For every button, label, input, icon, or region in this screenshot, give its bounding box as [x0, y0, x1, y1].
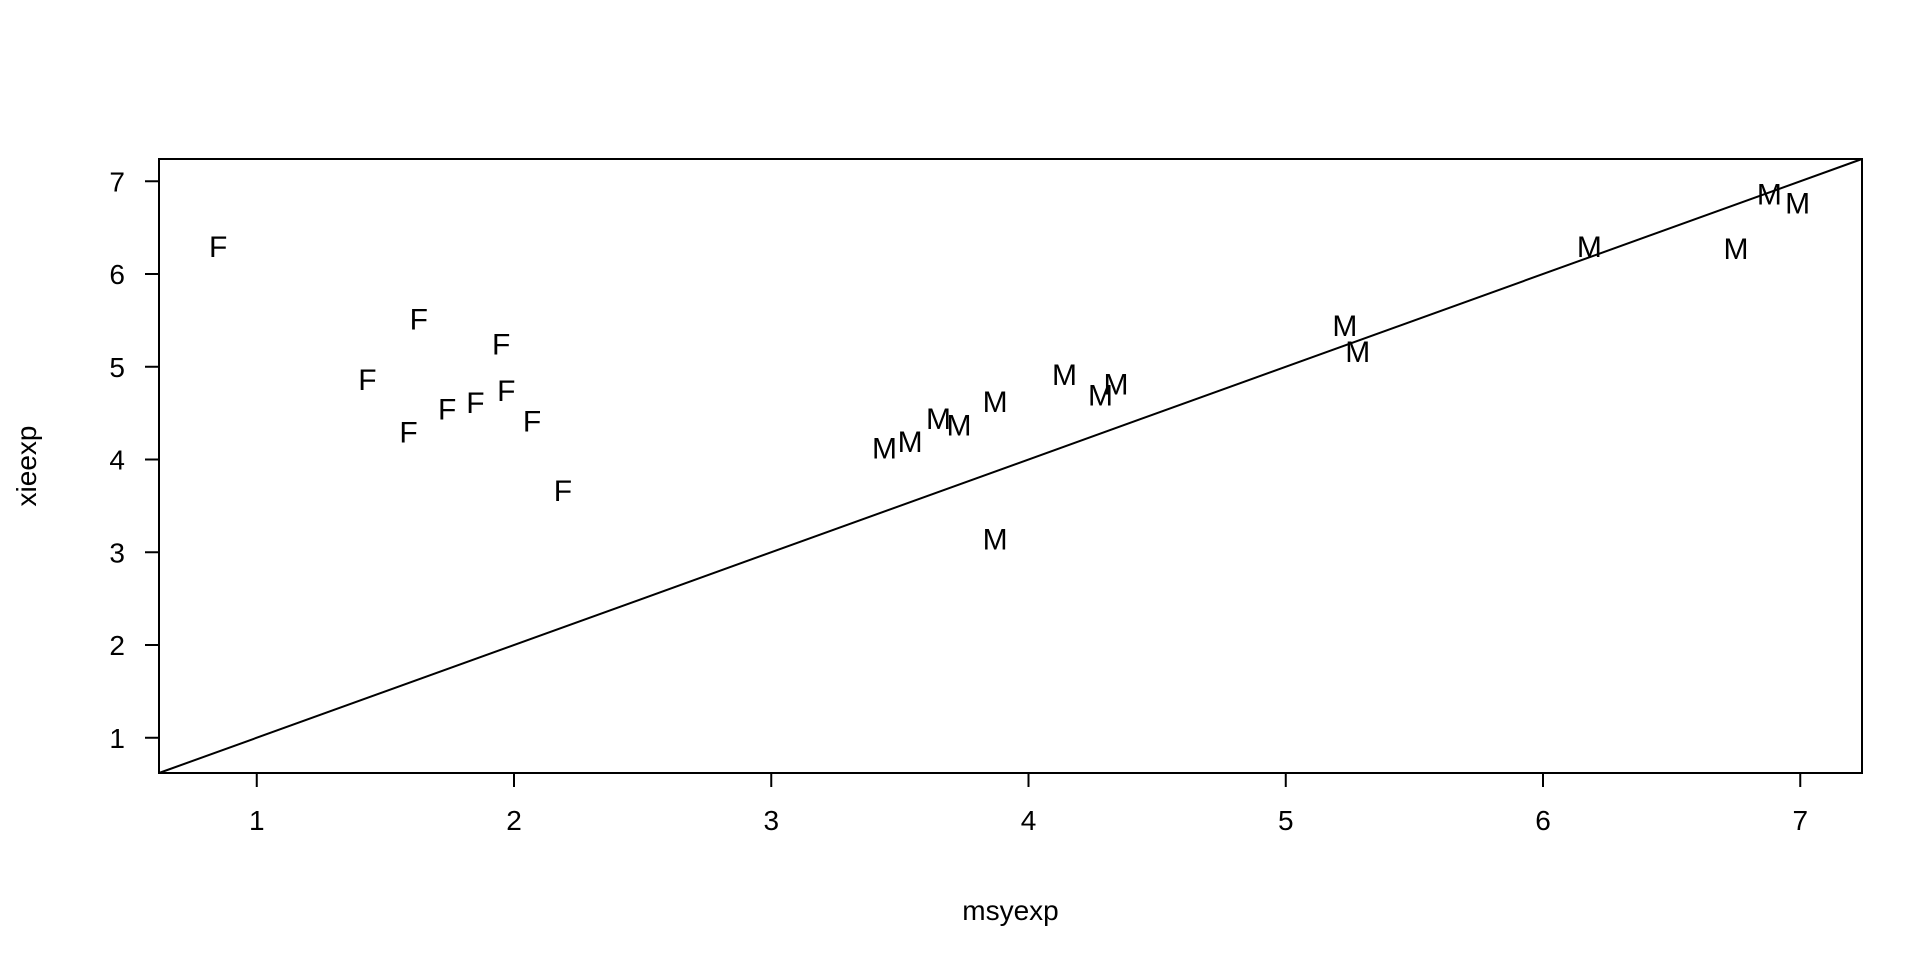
point-m: M [1103, 368, 1128, 401]
y-tick-label: 3 [109, 537, 125, 568]
reference-line-group [158, 158, 1863, 774]
point-f: F [438, 393, 456, 426]
point-m: M [1052, 359, 1077, 392]
point-m: M [1345, 336, 1370, 369]
point-f: F [554, 475, 572, 508]
point-m: M [1088, 380, 1113, 413]
point-m: M [1785, 188, 1810, 221]
point-f: F [523, 406, 541, 439]
x-tick-label: 1 [249, 805, 265, 836]
axis-ticks: 1 2 3 4 5 6 7 1 2 3 4 5 6 7 [109, 166, 1808, 836]
point-m: M [983, 386, 1008, 419]
point-f: F [466, 387, 484, 420]
point-m: M [926, 403, 951, 436]
plot-frame [158, 158, 1863, 774]
point-m: M [1757, 178, 1782, 211]
point-m: M [872, 432, 897, 465]
x-tick-label: 5 [1278, 805, 1294, 836]
x-tick-label: 7 [1792, 805, 1808, 836]
y-tick-label: 7 [109, 166, 125, 197]
x-tick-label: 2 [506, 805, 522, 836]
point-f: F [358, 364, 376, 397]
x-tick-label: 3 [763, 805, 779, 836]
x-axis-title: msyexp [962, 895, 1058, 926]
reference-line [158, 158, 1863, 774]
point-f: F [492, 329, 510, 362]
point-m: M [1332, 310, 1357, 343]
point-m: M [983, 523, 1008, 556]
point-f: F [209, 231, 227, 264]
y-axis-title: xieexp [11, 426, 42, 507]
point-m: M [1577, 231, 1602, 264]
point-f: F [410, 304, 428, 337]
y-tick-label: 1 [109, 723, 125, 754]
y-tick-label: 6 [109, 259, 125, 290]
point-f: F [399, 417, 417, 450]
point-m: M [898, 426, 923, 459]
point-f: F [497, 375, 515, 408]
y-tick-label: 2 [109, 630, 125, 661]
point-m: M [947, 409, 972, 442]
y-tick-label: 5 [109, 352, 125, 383]
y-tick-label: 4 [109, 445, 125, 476]
x-tick-label: 6 [1535, 805, 1551, 836]
x-tick-label: 4 [1021, 805, 1037, 836]
point-m: M [1723, 233, 1748, 266]
